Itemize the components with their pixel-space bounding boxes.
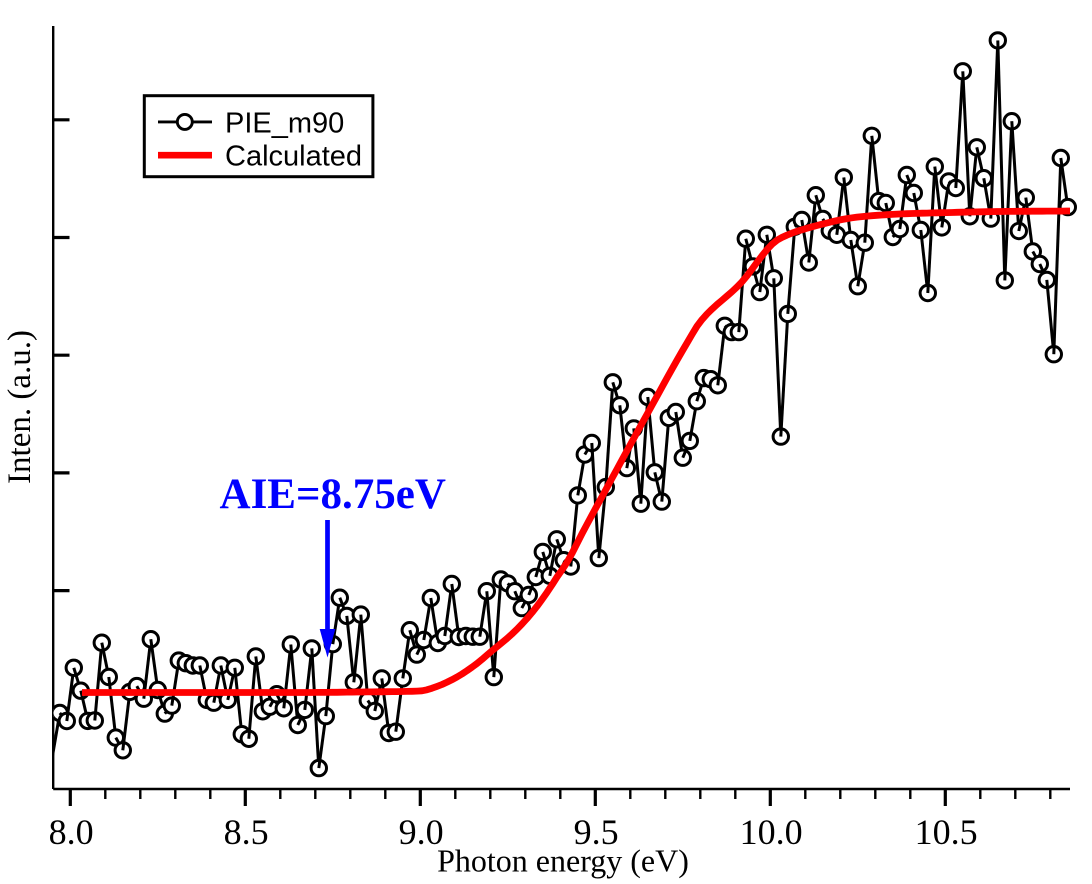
svg-text:9.5: 9.5 [574, 812, 619, 852]
svg-text:10.5: 10.5 [915, 812, 978, 852]
svg-text:AIE=8.75eV: AIE=8.75eV [220, 471, 446, 518]
svg-text:8.5: 8.5 [224, 812, 269, 852]
svg-text:8.0: 8.0 [49, 812, 94, 852]
svg-text:9.0: 9.0 [399, 812, 444, 852]
svg-text:Photon energy (eV): Photon energy (eV) [437, 843, 689, 879]
svg-text:PIE_m90: PIE_m90 [225, 108, 344, 140]
svg-text:Inten. (a.u.): Inten. (a.u.) [2, 330, 38, 484]
svg-text:10.0: 10.0 [740, 812, 803, 852]
svg-text:Calculated: Calculated [225, 141, 362, 173]
